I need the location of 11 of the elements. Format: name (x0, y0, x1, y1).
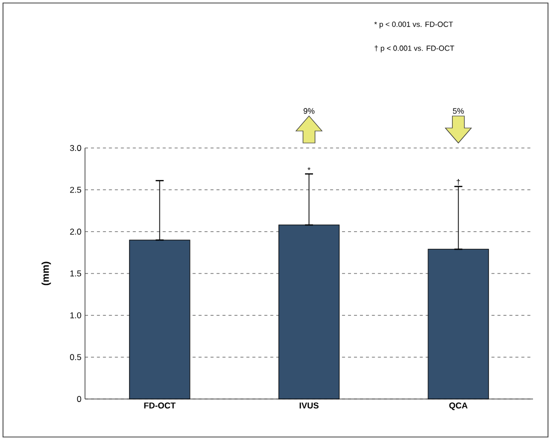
x-tick-label: FD-OCT (144, 402, 176, 408)
x-tick-label: QCA (449, 402, 468, 410)
y-tick-label: 3.0 (70, 144, 82, 151)
y-axis-title: (mm) (42, 262, 51, 286)
y-tick-label: 0.5 (70, 354, 82, 360)
y-tick-label: 1.5 (70, 270, 82, 276)
x-tick-label: IVUS (300, 402, 319, 408)
y-tick-label: 2.0 (70, 228, 82, 235)
y-tick-label: 1.0 (70, 312, 82, 318)
y-tick-label: 2.5 (70, 186, 82, 193)
y-tick-label: 0 (77, 396, 82, 402)
